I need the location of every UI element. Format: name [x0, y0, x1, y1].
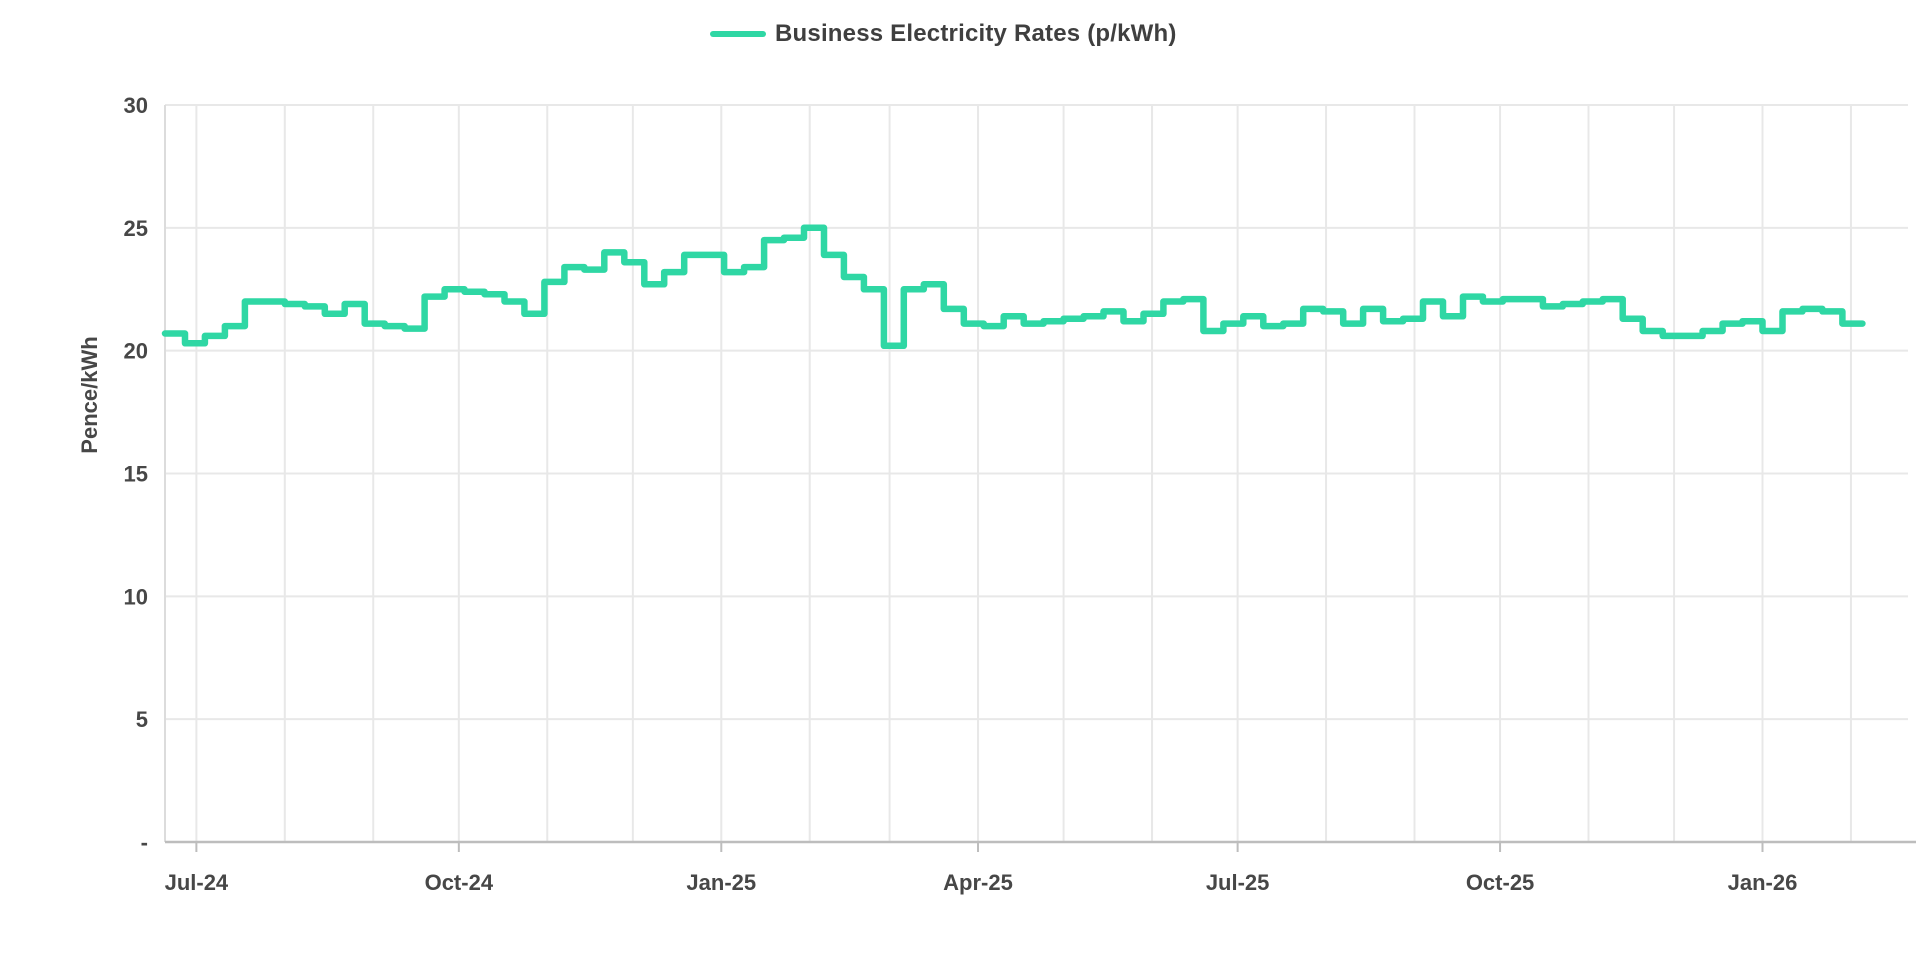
y-tick-label: 20: [124, 339, 148, 364]
y-tick-label: -: [141, 830, 148, 855]
y-tick-label: 15: [124, 462, 148, 487]
x-axis: [165, 840, 1916, 852]
legend-label: Business Electricity Rates (p/kWh): [775, 20, 1177, 47]
chart-legend: Business Electricity Rates (p/kWh): [710, 20, 1177, 48]
y-tick-label: 25: [124, 216, 148, 241]
y-tick-labels: - 5 10 15 20 25 30: [124, 93, 148, 855]
x-tick-label: Jan-25: [686, 870, 756, 895]
x-tick-label: Jan-26: [1728, 870, 1798, 895]
x-tick-label: Jul-25: [1206, 870, 1270, 895]
series-line: [161, 224, 1866, 350]
y-tick-label: 10: [124, 584, 148, 609]
x-tick-labels: Jul-24 Oct-24 Jan-25 Apr-25 Jul-25 Oct-25 Jan-…: [165, 870, 1798, 895]
legend-line-swatch: [710, 31, 766, 37]
x-tick-label: Oct-24: [425, 870, 494, 895]
x-tick-label: Jul-24: [165, 870, 229, 895]
y-axis-title: Pence/kWh: [77, 336, 102, 453]
y-tick-label: 5: [136, 707, 148, 732]
x-tick-label: Apr-25: [943, 870, 1013, 895]
x-tick-label: Oct-25: [1466, 870, 1534, 895]
gridlines: [164, 104, 1908, 842]
y-tick-label: 30: [124, 93, 148, 118]
